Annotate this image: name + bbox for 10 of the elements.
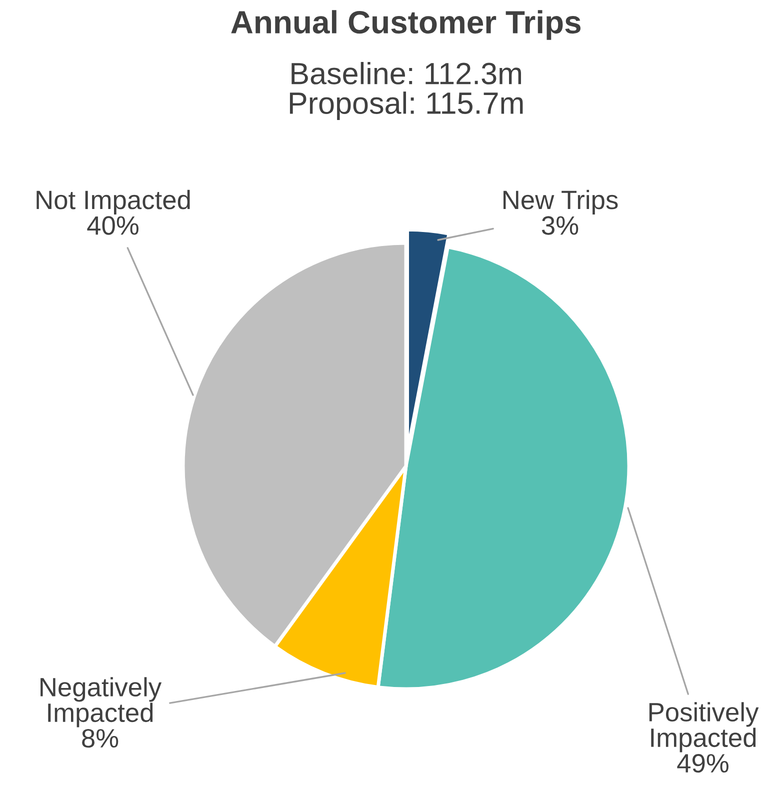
chart-subtitle: Baseline: 112.3m Proposal: 115.7m [290, 62, 523, 120]
data-label: 49% [677, 754, 728, 773]
slice-label: Positively Impacted [649, 702, 759, 752]
data-label: 3% [542, 216, 578, 235]
slice-label: Negatively Impacted [40, 677, 162, 728]
chart-title: Annual Customer Trips [231, 10, 580, 40]
slice-label: Not Impacted [36, 190, 190, 215]
data-label: 40% [87, 216, 138, 235]
data-label: 8% [82, 728, 118, 748]
slice-label: New Trips [504, 190, 618, 215]
